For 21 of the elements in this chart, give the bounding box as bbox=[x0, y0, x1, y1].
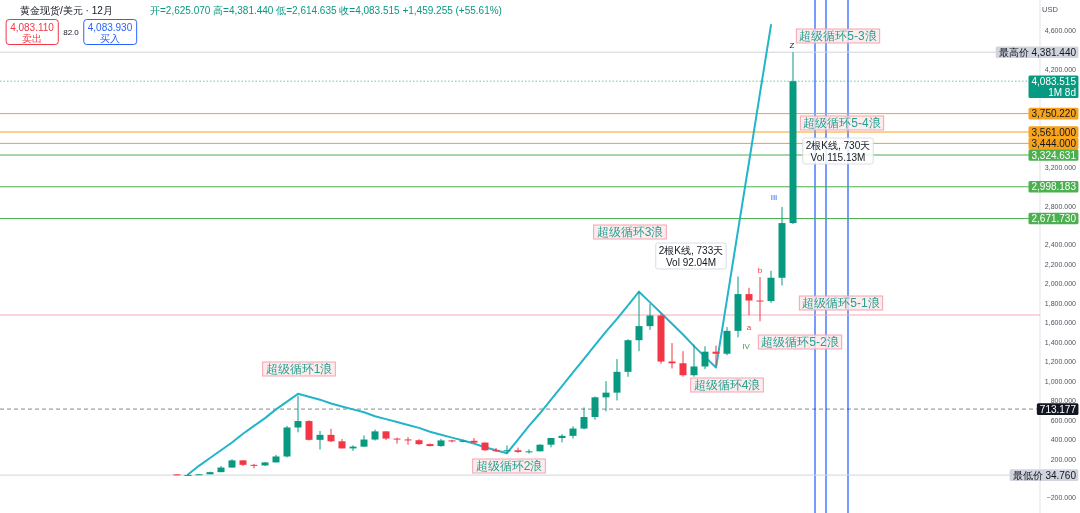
subtitle: 开=2,625.070 高=4,381.440 低=2,614.635 收=4,083.515 +1,459.255 (+55.61%) bbox=[150, 4, 502, 16]
annotation: 2根K线, 730天 Vol 115.13M bbox=[802, 137, 874, 165]
annotation: 超级循环5-1浪 bbox=[798, 295, 884, 311]
annotation: 超级循环3浪 bbox=[593, 224, 667, 240]
annotation: 超级循环1浪 bbox=[262, 361, 336, 377]
annotation: III bbox=[770, 192, 778, 202]
annotation: 超级循环5-2浪 bbox=[761, 335, 839, 349]
annotation: 超级循环2浪 bbox=[472, 458, 546, 474]
annotation: Z bbox=[789, 40, 795, 50]
annotation: 超级循环5-3浪 bbox=[795, 28, 881, 44]
annotation: 4,083.930 买入 bbox=[83, 19, 138, 45]
annotation: 2根K线, 733天 Vol 92.04M bbox=[655, 242, 727, 270]
annotation: IV bbox=[742, 341, 750, 351]
annotation: 超级循环4浪 bbox=[690, 377, 764, 393]
annotation: b bbox=[757, 265, 763, 275]
annotation: a bbox=[746, 322, 752, 332]
annotation: 超级循环5-4浪 bbox=[799, 115, 885, 131]
title: 黄金现货/美元 · 12月 bbox=[20, 4, 113, 16]
annotation: 4,083.110 卖出 bbox=[5, 19, 59, 45]
annotation: 82.0 bbox=[63, 27, 79, 37]
annotation: 超级循环5-2浪 bbox=[757, 334, 843, 350]
